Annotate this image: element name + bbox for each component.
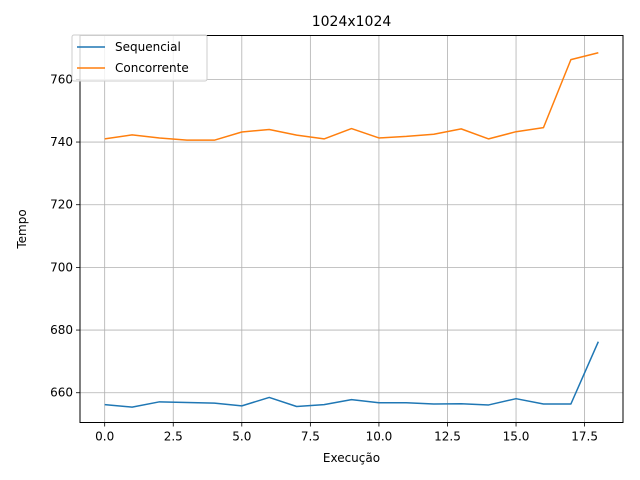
y-tick-label: 700 xyxy=(50,260,73,274)
y-axis-label: Tempo xyxy=(15,209,29,249)
grid-layer xyxy=(80,35,623,423)
legend-label: Concorrente xyxy=(115,61,189,75)
x-tick-label: 7.5 xyxy=(301,430,320,444)
chart-title: 1024x1024 xyxy=(312,14,392,30)
x-tick-label: 0.0 xyxy=(95,430,114,444)
y-tick-label: 660 xyxy=(50,386,73,400)
x-tick-label: 17.5 xyxy=(571,430,598,444)
axis-ticks: 0.0 2.5 5.0 7.5 10.0 12.5 15.0 17.5 660 680 700 720… xyxy=(50,72,598,443)
x-axis-label: Execução xyxy=(323,451,380,465)
series-line-concorrente xyxy=(104,52,599,141)
y-tick-label: 760 xyxy=(50,72,73,86)
legend-label: Sequencial xyxy=(115,40,181,54)
y-tick-label: 680 xyxy=(50,323,73,337)
x-tick-label: 15.0 xyxy=(503,430,530,444)
y-tick-label: 720 xyxy=(50,198,73,212)
x-tick-label: 2.5 xyxy=(164,430,183,444)
x-tick-label: 12.5 xyxy=(434,430,461,444)
x-tick-label: 5.0 xyxy=(232,430,251,444)
legend-box xyxy=(71,34,208,82)
plot-frame xyxy=(79,35,624,423)
x-tick-label: 10.0 xyxy=(366,430,393,444)
series-line-sequencial xyxy=(104,341,600,408)
series-lines xyxy=(104,52,600,408)
legend: Sequencial Concorrente xyxy=(71,34,208,82)
y-tick-label: 740 xyxy=(50,135,73,149)
